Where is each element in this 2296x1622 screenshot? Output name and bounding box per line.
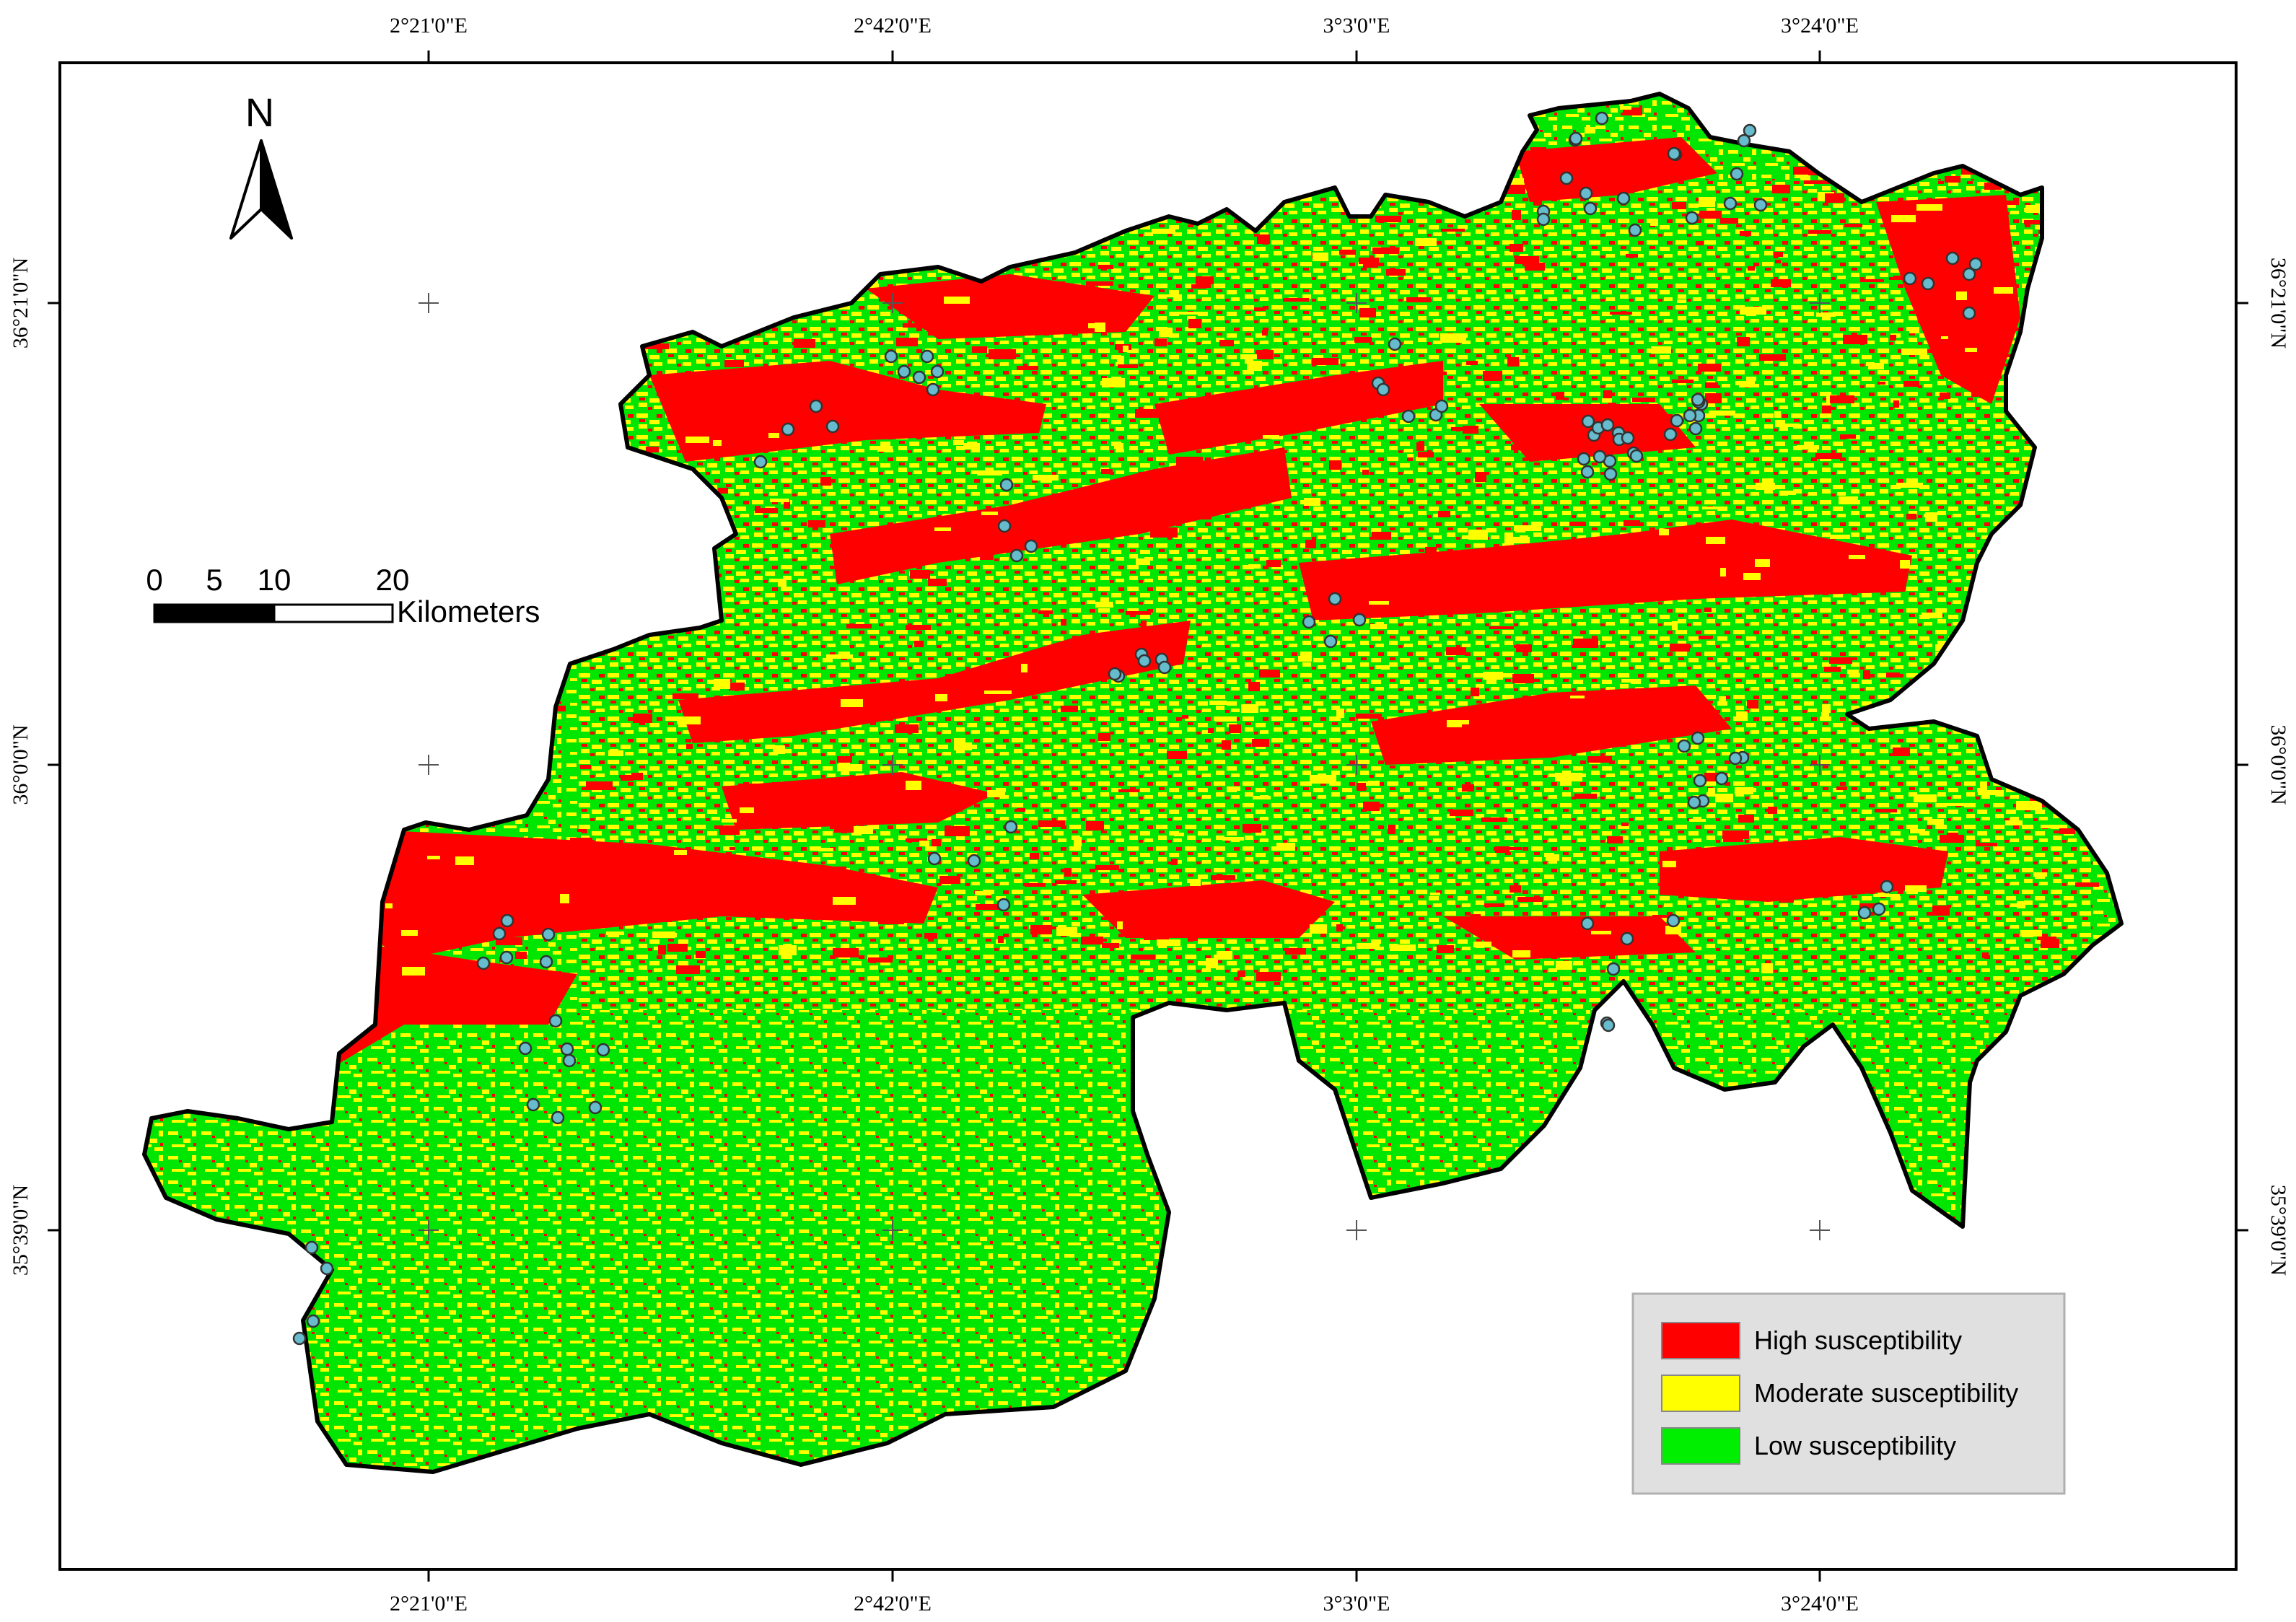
scale-tick-0: 0: [146, 563, 162, 597]
region-outline: [142, 92, 2124, 1474]
inventory-points: [292, 111, 1983, 1346]
right-label-1: 36°21'0"N: [2266, 258, 2290, 348]
top-label-4: 3°24'0"E: [1781, 14, 1859, 38]
top-label-1: 2°21'0"E: [390, 14, 468, 38]
left-label-3: 35°39'0"N: [9, 1185, 32, 1276]
legend-swatch-low: [1661, 1427, 1740, 1465]
scale-tick-5: 5: [206, 563, 222, 597]
bottom-label-4: 3°24'0"E: [1781, 1592, 1859, 1616]
scale-tick-10: 10: [258, 563, 292, 597]
graticule-crosses: [419, 293, 1830, 1240]
bottom-label-1: 2°21'0"E: [390, 1592, 468, 1616]
scale-tick-20: 20: [376, 563, 410, 597]
left-label-1: 36°21'0"N: [9, 258, 32, 348]
top-label-3: 3°3'0"E: [1323, 14, 1390, 38]
north-arrow-icon: N: [229, 89, 293, 240]
legend-label-moderate: Moderate susceptibility: [1754, 1378, 2018, 1408]
axis-ticks: [48, 51, 2248, 1582]
legend-swatch-high: [1661, 1322, 1740, 1359]
right-label-3: 35°39'0"N: [2266, 1185, 2290, 1276]
legend-swatch-moderate: [1661, 1375, 1740, 1412]
legend-label-high: High susceptibility: [1754, 1325, 1962, 1355]
top-label-2: 2°42'0"E: [854, 14, 932, 38]
bottom-label-2: 2°42'0"E: [854, 1592, 932, 1616]
scale-unit: Kilometers: [397, 595, 540, 628]
scale-bar: 0 5 10 20 Kilometers: [146, 563, 540, 628]
legend: High susceptibility Moderate susceptibil…: [1631, 1292, 2066, 1495]
north-label: N: [245, 89, 274, 135]
legend-label-low: Low susceptibility: [1754, 1431, 1956, 1460]
left-label-2: 36°0'0"N: [9, 724, 32, 805]
right-label-2: 36°0'0"N: [2266, 724, 2290, 805]
bottom-label-3: 3°3'0"E: [1323, 1592, 1390, 1616]
